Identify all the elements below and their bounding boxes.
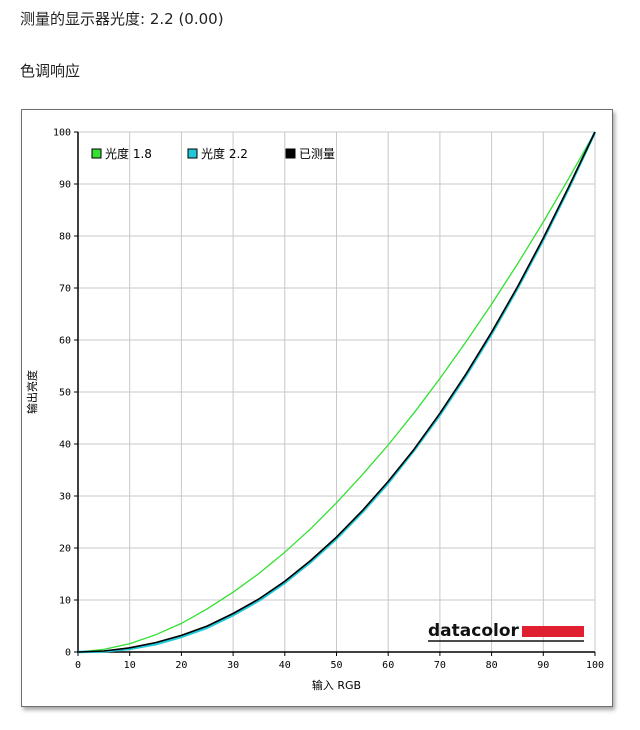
x-tick-label-9: 90 — [537, 660, 549, 671]
legend-label-2: 已测量 — [299, 147, 335, 161]
y-tick-label-3: 30 — [59, 492, 71, 503]
x-tick-label-1: 10 — [124, 660, 136, 671]
y-tick-label-8: 80 — [59, 232, 71, 243]
y-tick-label-10: 100 — [53, 128, 71, 139]
x-tick-labels: 0 10 20 30 40 50 60 70 80 90 100 — [75, 660, 604, 671]
x-axis-label: 输入 RGB — [312, 678, 361, 692]
y-tick-label-0: 0 — [65, 648, 71, 659]
y-tick-label-7: 70 — [59, 284, 71, 295]
chart-canvas: 0 10 20 30 40 50 60 70 80 90 100 0 10 20 30 40 50 60 70 80… — [25, 128, 604, 693]
series-lines — [77, 131, 597, 654]
measured-gamma-text: 测量的显示器光度: 2.2 (0.00) — [20, 10, 224, 28]
series-line-2 — [77, 131, 596, 653]
x-tick-label-8: 80 — [486, 660, 498, 671]
series-line-0 — [77, 131, 596, 653]
legend-swatch-1 — [187, 148, 198, 159]
x-tick-label-4: 40 — [279, 660, 291, 671]
y-tick-label-9: 90 — [59, 180, 71, 191]
x-tick-label-3: 30 — [227, 660, 239, 671]
legend-swatch-0 — [91, 148, 102, 159]
legend-item-1: 光度 2.2 — [187, 146, 248, 161]
y-tick-label-6: 60 — [59, 336, 71, 347]
legend: 光度 1.8 光度 2.2 已测量 — [91, 146, 335, 161]
x-tick-label-10: 100 — [586, 660, 604, 671]
tone-response-heading: 色调响应 — [20, 62, 81, 80]
legend-label-1: 光度 2.2 — [201, 146, 248, 161]
axes — [74, 131, 596, 656]
tone-response-chart: 0 10 20 30 40 50 60 70 80 90 100 0 10 20 30 40 50 60 70 80… — [21, 109, 613, 707]
y-tick-label-4: 40 — [59, 440, 71, 451]
legend-label-0: 光度 1.8 — [105, 146, 152, 161]
y-tick-labels: 0 10 20 30 40 50 60 70 80 90 100 — [53, 128, 71, 659]
y-tick-label-2: 20 — [59, 544, 71, 555]
x-tick-label-2: 20 — [175, 660, 187, 671]
logo-red-bar — [522, 626, 584, 637]
x-tick-label-7: 70 — [434, 660, 446, 671]
grid — [78, 131, 596, 652]
x-tick-label-6: 60 — [382, 660, 394, 671]
legend-swatch-2 — [285, 148, 296, 159]
y-tick-label-1: 10 — [59, 596, 71, 607]
y-tick-label-5: 50 — [59, 388, 71, 399]
logo-text: datacolor — [428, 621, 520, 641]
legend-item-2: 已测量 — [285, 147, 335, 161]
y-axis-label: 输出亮度 — [25, 370, 39, 414]
x-tick-label-0: 0 — [75, 660, 81, 671]
datacolor-logo: datacolor — [428, 621, 584, 642]
legend-item-0: 光度 1.8 — [91, 146, 152, 161]
x-tick-label-5: 50 — [330, 660, 342, 671]
